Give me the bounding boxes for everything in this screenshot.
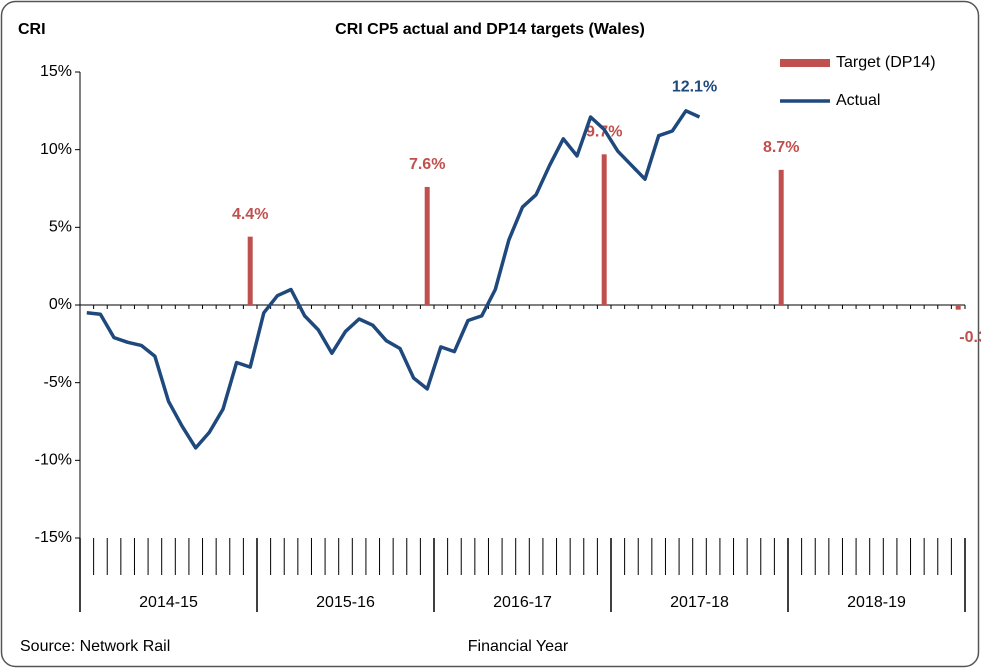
- data-label: 7.6%: [409, 156, 445, 173]
- data-label: 4.4%: [232, 206, 268, 223]
- y-tick-label: 5%: [49, 219, 72, 236]
- chart-title: CRI CP5 actual and DP14 targets (Wales): [335, 21, 645, 38]
- target-bar: [247, 236, 253, 305]
- legend-label: Actual: [836, 92, 880, 109]
- source: Source: Network Rail: [20, 638, 170, 655]
- group-label: 2016-17: [493, 594, 552, 611]
- actual-line: [86, 109, 701, 450]
- target-bar: [778, 169, 784, 305]
- y-tick-label: -10%: [35, 452, 72, 469]
- y-tick-label: -5%: [44, 374, 72, 391]
- legend-label: Target (DP14): [836, 54, 936, 71]
- target-bar: [601, 154, 607, 305]
- y-axis-label: CRI: [18, 21, 46, 38]
- group-label: 2017-18: [670, 594, 729, 611]
- legend-swatch: [780, 59, 830, 67]
- target-bar: [955, 305, 961, 310]
- y-tick-label: 15%: [40, 63, 72, 80]
- y-tick-label: -15%: [35, 529, 72, 546]
- group-label: 2014-15: [139, 594, 198, 611]
- data-label: 12.1%: [672, 78, 717, 95]
- x-axis-label: Financial Year: [468, 638, 569, 655]
- data-label: 8.7%: [763, 139, 799, 156]
- target-bar: [424, 186, 430, 305]
- data-label: -0.3%: [959, 329, 981, 346]
- y-tick-label: 10%: [40, 141, 72, 158]
- y-tick-label: 0%: [49, 296, 72, 313]
- group-label: 2018-19: [847, 594, 906, 611]
- group-label: 2015-16: [316, 594, 375, 611]
